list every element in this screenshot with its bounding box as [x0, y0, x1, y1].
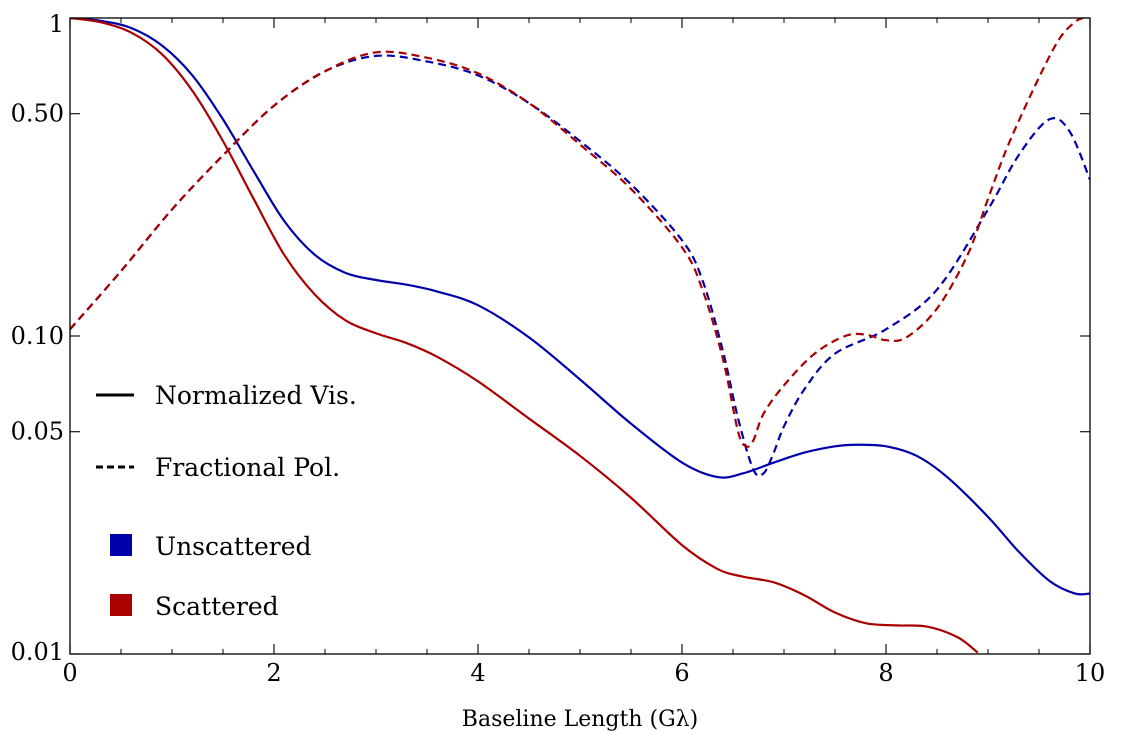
legend-unscattered-swatch [110, 534, 132, 556]
legend-label-scattered: Scattered [155, 592, 279, 621]
x-axis-title: Baseline Length (Gλ) [462, 707, 698, 732]
y-tick-label: 0.50 [11, 100, 64, 128]
scattered-normalized-vis-line [70, 18, 979, 654]
x-tick-label: 8 [878, 659, 893, 687]
y-tick-label: 0.01 [11, 638, 64, 666]
legend-label-unscattered: Unscattered [155, 532, 312, 561]
unscattered-normalized-vis-line [70, 18, 1090, 596]
y-tick-label: 1 [49, 10, 64, 38]
scattered-fractional-pol-line [70, 18, 1084, 448]
legend-label-fractional-pol: Fractional Pol. [155, 453, 340, 482]
legend: Normalized Vis. Fractional Pol. Unscatte… [96, 381, 357, 621]
tick-labels: 0 2 4 6 8 10 0.01 0.05 0.10 0.50 1 [11, 10, 1106, 687]
x-tick-label: 2 [266, 659, 281, 687]
x-tick-label: 10 [1075, 659, 1106, 687]
y-tick-label: 0.10 [11, 322, 64, 350]
x-tick-label: 4 [470, 659, 485, 687]
x-tick-label: 0 [62, 659, 77, 687]
series-layer [70, 18, 1090, 654]
plot-frame [69, 17, 1091, 655]
y-tick-label: 0.05 [11, 418, 64, 446]
legend-scattered-swatch [110, 594, 132, 616]
legend-label-normalized-vis: Normalized Vis. [155, 381, 357, 410]
x-tick-label: 6 [674, 659, 689, 687]
